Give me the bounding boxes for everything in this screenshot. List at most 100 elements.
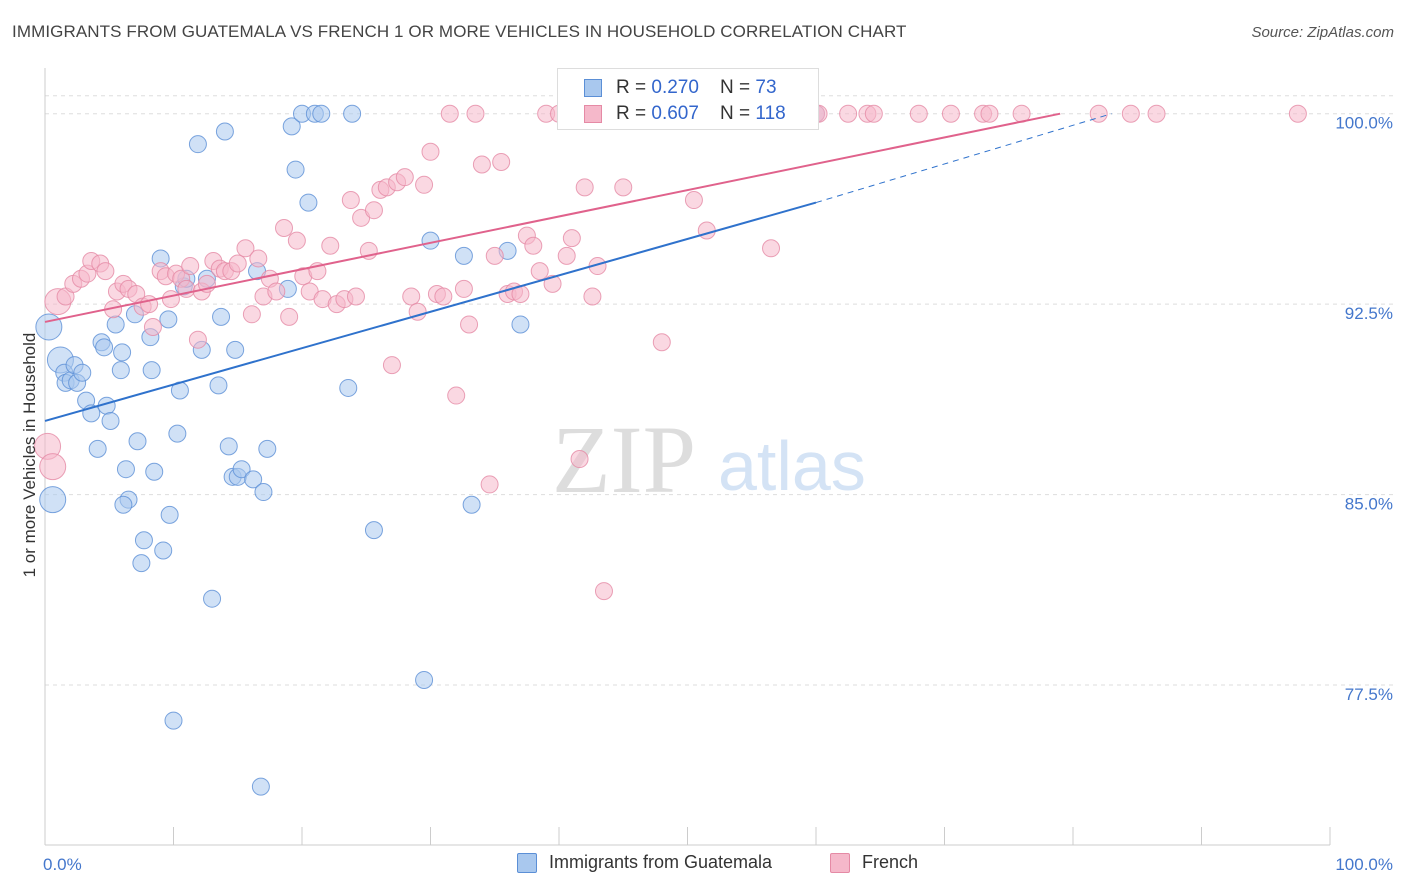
- bottom-legend-french: French: [830, 852, 918, 873]
- french-point: [909, 104, 928, 123]
- french-point: [941, 104, 960, 123]
- french-point: [839, 104, 858, 123]
- french-point: [188, 330, 207, 349]
- french-point: [447, 386, 466, 405]
- data-points: [34, 104, 1307, 796]
- guatemala-point: [101, 411, 120, 430]
- french-point: [1089, 104, 1108, 123]
- guatemala-point: [203, 589, 222, 608]
- guatemala-point: [106, 315, 125, 334]
- french-point: [864, 104, 883, 123]
- french-point: [434, 287, 453, 306]
- guatemala-point: [134, 531, 153, 550]
- guatemala-point: [454, 246, 473, 265]
- legend-swatch-pink: [584, 105, 602, 123]
- guatemala-point: [113, 343, 132, 362]
- bottom-legend-swatch-blue: [517, 852, 537, 873]
- guatemala-point: [128, 432, 147, 451]
- guatemala-point: [132, 554, 151, 573]
- trend-lines: [44, 112, 1112, 422]
- guatemala-point: [219, 437, 238, 456]
- french-point: [1121, 104, 1140, 123]
- bottom-legend-label-guatemala: Immigrants from Guatemala: [549, 852, 773, 872]
- y-axis-label: 1 or more Vehicles in Household: [20, 333, 39, 578]
- french-point: [181, 257, 200, 276]
- french-point: [228, 254, 247, 273]
- guatemala-point: [215, 122, 234, 141]
- guatemala-point: [188, 135, 207, 154]
- guatemala-point: [168, 424, 187, 443]
- french-point: [249, 249, 268, 268]
- guatemala-point: [212, 307, 231, 326]
- french-trend-line: [44, 112, 1061, 323]
- french-point: [466, 104, 485, 123]
- french-point: [143, 318, 162, 336]
- french-point: [697, 221, 716, 240]
- guatemala-point: [114, 495, 133, 514]
- guatemala-point: [286, 160, 305, 179]
- french-point: [454, 279, 473, 298]
- guatemala-point: [343, 104, 362, 123]
- guatemala-point: [312, 104, 331, 123]
- guatemala-point: [299, 193, 318, 212]
- french-point: [415, 175, 434, 194]
- legend-n-label: N =: [720, 103, 756, 124]
- legend-n-value: 118: [755, 103, 786, 124]
- french-point: [480, 475, 499, 494]
- french-point: [492, 152, 511, 171]
- guatemala-point: [160, 505, 179, 524]
- french-point: [364, 201, 383, 220]
- french-point: [382, 356, 401, 375]
- guatemala-point: [364, 521, 383, 540]
- guatemala-point: [339, 378, 358, 397]
- french-point: [594, 582, 613, 601]
- french-point: [402, 287, 421, 306]
- guatemala-point: [511, 315, 530, 334]
- watermark: ZIP atlas: [552, 406, 866, 513]
- french-point: [583, 287, 602, 306]
- guatemala-point: [226, 340, 245, 359]
- x-tick-label: 0.0%: [43, 855, 82, 874]
- legend-n-label: N =: [720, 77, 756, 98]
- bottom-legend-guatemala: Immigrants from Guatemala: [517, 852, 772, 873]
- french-point: [1147, 104, 1166, 123]
- french-point: [543, 274, 562, 293]
- french-point: [440, 104, 459, 123]
- guatemala-point: [232, 460, 251, 479]
- y-tick-label: 92.5%: [1345, 304, 1393, 323]
- french-point: [321, 236, 340, 255]
- french-point: [242, 305, 261, 324]
- bottom-legend-swatch-pink: [830, 852, 850, 873]
- chart-title: IMMIGRANTS FROM GUATEMALA VS FRENCH 1 OR…: [12, 22, 907, 41]
- french-point: [96, 262, 115, 281]
- axes: [44, 68, 1331, 846]
- guatemala-point: [462, 495, 481, 514]
- guatemala-point: [88, 439, 107, 458]
- french-point: [287, 231, 306, 250]
- french-point: [236, 239, 255, 258]
- french-point: [341, 191, 360, 210]
- x-tick-label: 100.0%: [1335, 855, 1393, 874]
- french-point: [140, 295, 159, 314]
- guatemala-point: [282, 117, 301, 136]
- guatemala-point: [35, 313, 63, 341]
- french-point: [395, 168, 414, 187]
- french-point: [267, 282, 286, 301]
- guatemala-trend-extension: [815, 113, 1112, 204]
- guatemala-point: [73, 363, 92, 382]
- guatemala-point: [244, 470, 263, 489]
- tick-labels: 77.5% 85.0% 92.5% 100.0% 0.0% 100.0%: [43, 114, 1393, 874]
- bottom-legend-label-french: French: [862, 852, 919, 872]
- guatemala-point: [164, 711, 183, 730]
- legend-r-value: 0.607: [651, 103, 699, 124]
- french-point: [524, 236, 543, 255]
- guatemala-point: [39, 486, 67, 514]
- french-point: [614, 178, 633, 197]
- legend-box: R = 0.270 N = 73 R = 0.607 N = 118: [557, 68, 819, 130]
- source-label: Source: ZipAtlas.com: [1251, 24, 1394, 41]
- guatemala-point: [95, 338, 114, 357]
- y-tick-label: 77.5%: [1345, 685, 1393, 704]
- french-point: [1288, 104, 1307, 123]
- legend-r-label: R =: [616, 103, 652, 124]
- guatemala-point: [258, 439, 277, 458]
